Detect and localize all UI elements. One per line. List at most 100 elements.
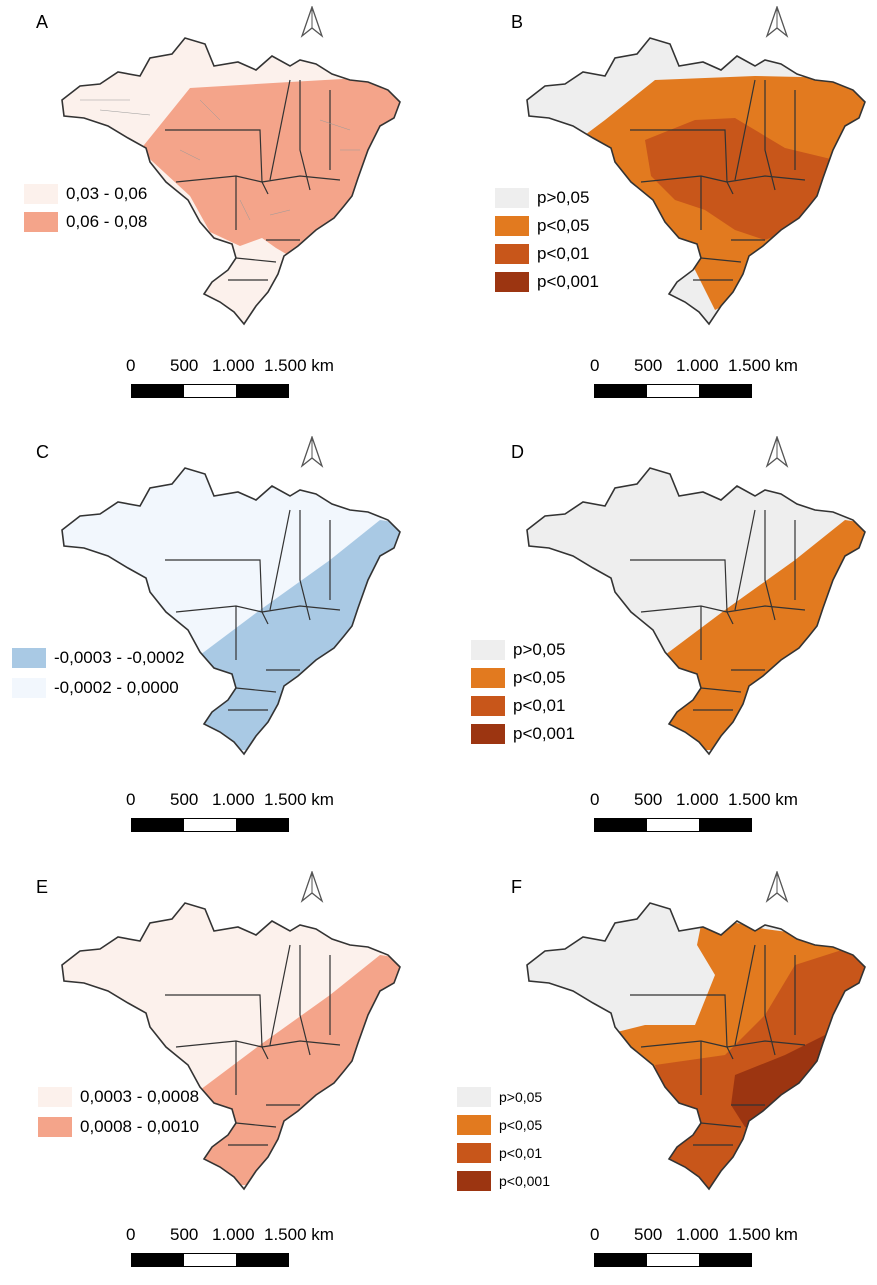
legend-swatch bbox=[457, 1115, 491, 1135]
legend-swatch bbox=[495, 272, 529, 292]
scale-label-1500: 1.500 km bbox=[728, 1225, 798, 1244]
legend-swatch bbox=[495, 188, 529, 208]
scale-labels: 0 500 1.000 1.500 km bbox=[126, 356, 366, 378]
legend-item: 0,06 - 0,08 bbox=[24, 212, 147, 232]
legend-item: 0,0003 - 0,0008 bbox=[38, 1087, 199, 1107]
region-low bbox=[62, 903, 400, 1189]
scale-label-1000: 1.000 bbox=[676, 356, 719, 375]
brazil-map bbox=[61, 467, 401, 756]
state-borders bbox=[526, 902, 866, 1191]
legend-label: p<0,001 bbox=[499, 1173, 550, 1189]
scale-bar bbox=[594, 1253, 752, 1267]
region-p001 bbox=[731, 1035, 841, 1135]
scale-label-1500: 1.500 km bbox=[728, 790, 798, 809]
panel-e: E 0,0003 - 0,0008 0,0008 - 0,0010 0 500 … bbox=[0, 865, 430, 1285]
scale-label-1500: 1.500 km bbox=[264, 790, 334, 809]
legend-item: p<0,001 bbox=[495, 272, 599, 292]
legend-label: p>0,05 bbox=[513, 640, 566, 659]
legend-item: p<0,001 bbox=[471, 724, 575, 744]
north-arrow-icon bbox=[765, 871, 789, 903]
legend-label: p<0,05 bbox=[499, 1117, 543, 1133]
scale-bar bbox=[131, 1253, 289, 1267]
legend-swatch bbox=[471, 668, 505, 688]
legend-item: 0,0008 - 0,0010 bbox=[38, 1117, 199, 1137]
panel-a: A 0,03 - 0,06 0,06 - 0,08 0 500 1.000 1.… bbox=[0, 0, 430, 420]
state-borders bbox=[526, 467, 866, 756]
legend-swatch bbox=[24, 212, 58, 232]
legend-label: p<0,01 bbox=[513, 696, 566, 715]
legend-swatch bbox=[38, 1117, 72, 1137]
brazil-map bbox=[526, 467, 866, 756]
legend-label: 0,0008 - 0,0010 bbox=[80, 1117, 200, 1136]
legend-item: p<0,01 bbox=[471, 696, 565, 716]
legend-swatch bbox=[471, 696, 505, 716]
state-borders bbox=[61, 37, 401, 326]
scale-label-1500: 1.500 km bbox=[264, 1225, 334, 1244]
legend-item: p<0,01 bbox=[495, 244, 589, 264]
legend-item: p<0,001 bbox=[457, 1171, 550, 1191]
legend-label: 0,03 - 0,06 bbox=[66, 184, 148, 203]
scale-label-500: 500 bbox=[634, 356, 663, 375]
legend-label: p<0,05 bbox=[537, 216, 590, 235]
state-borders bbox=[61, 467, 401, 756]
scale-labels: 0 500 1.000 1.500 km bbox=[590, 790, 830, 812]
panel-label: A bbox=[36, 12, 49, 32]
region-p05 bbox=[645, 520, 865, 750]
scale-label-0: 0 bbox=[126, 1225, 136, 1244]
state-borders bbox=[61, 902, 401, 1191]
legend-item: p<0,01 bbox=[457, 1143, 542, 1163]
scale-label-500: 500 bbox=[170, 1225, 199, 1244]
scale-label-1000: 1.000 bbox=[212, 1225, 255, 1244]
legend-label: p>0,05 bbox=[537, 188, 590, 207]
panel-f: F p>0,05 p<0,05 p<0,01 p<0,001 0 500 1.0… bbox=[457, 865, 877, 1285]
scale-label-500: 500 bbox=[170, 356, 199, 375]
legend-label: 0,0003 - 0,0008 bbox=[80, 1087, 200, 1106]
panel-label: D bbox=[511, 442, 524, 462]
legend-swatch bbox=[24, 184, 58, 204]
scale-label-0: 0 bbox=[590, 790, 600, 809]
legend-item: -0,0003 - -0,0002 bbox=[12, 648, 184, 668]
scale-label-1000: 1.000 bbox=[676, 790, 719, 809]
legend-item: p<0,05 bbox=[495, 216, 589, 236]
legend-swatch bbox=[471, 724, 505, 744]
scale-label-1500: 1.500 km bbox=[264, 356, 334, 375]
scale-labels: 0 500 1.000 1.500 km bbox=[126, 790, 366, 812]
legend-label: p<0,05 bbox=[513, 668, 566, 687]
scale-bar bbox=[131, 818, 289, 832]
scale-label-0: 0 bbox=[590, 1225, 600, 1244]
panel-label: F bbox=[511, 877, 522, 897]
legend-label: -0,0002 - 0,0000 bbox=[54, 678, 179, 697]
legend-item: p<0,05 bbox=[457, 1115, 542, 1135]
scale-label-1500: 1.500 km bbox=[728, 356, 798, 375]
legend-swatch bbox=[457, 1087, 491, 1107]
brazil-map bbox=[61, 902, 401, 1191]
region-p01 bbox=[645, 118, 835, 240]
scale-label-0: 0 bbox=[126, 356, 136, 375]
panel-d: D p>0,05 p<0,05 p<0,01 p<0,001 0 500 1.0… bbox=[465, 430, 877, 850]
scale-bar bbox=[594, 818, 752, 832]
region-low bbox=[62, 468, 400, 754]
scale-label-1000: 1.000 bbox=[212, 356, 255, 375]
scale-labels: 0 500 1.000 1.500 km bbox=[126, 1225, 366, 1247]
legend-swatch bbox=[38, 1087, 72, 1107]
legend-label: 0,06 - 0,08 bbox=[66, 212, 148, 231]
north-arrow-icon bbox=[300, 871, 324, 903]
legend-swatch bbox=[457, 1171, 491, 1191]
legend-item: p>0,05 bbox=[457, 1087, 542, 1107]
panel-label: C bbox=[36, 442, 49, 462]
scale-labels: 0 500 1.000 1.500 km bbox=[590, 1225, 830, 1247]
scale-label-1000: 1.000 bbox=[212, 790, 255, 809]
legend-item: p<0,05 bbox=[471, 668, 565, 688]
legend-item: p>0,05 bbox=[471, 640, 565, 660]
scale-label-0: 0 bbox=[126, 790, 136, 809]
scale-label-500: 500 bbox=[634, 790, 663, 809]
panel-c: C -0,0003 - -0,0002 -0,0002 - 0,0000 0 5… bbox=[0, 430, 430, 850]
scale-label-500: 500 bbox=[170, 790, 199, 809]
legend-label: -0,0003 - -0,0002 bbox=[54, 648, 185, 667]
legend-swatch bbox=[495, 216, 529, 236]
panel-label: B bbox=[511, 12, 524, 32]
legend-item: p>0,05 bbox=[495, 188, 589, 208]
legend-swatch bbox=[457, 1143, 491, 1163]
scale-labels: 0 500 1.000 1.500 km bbox=[590, 356, 830, 378]
north-arrow-icon bbox=[300, 6, 324, 38]
